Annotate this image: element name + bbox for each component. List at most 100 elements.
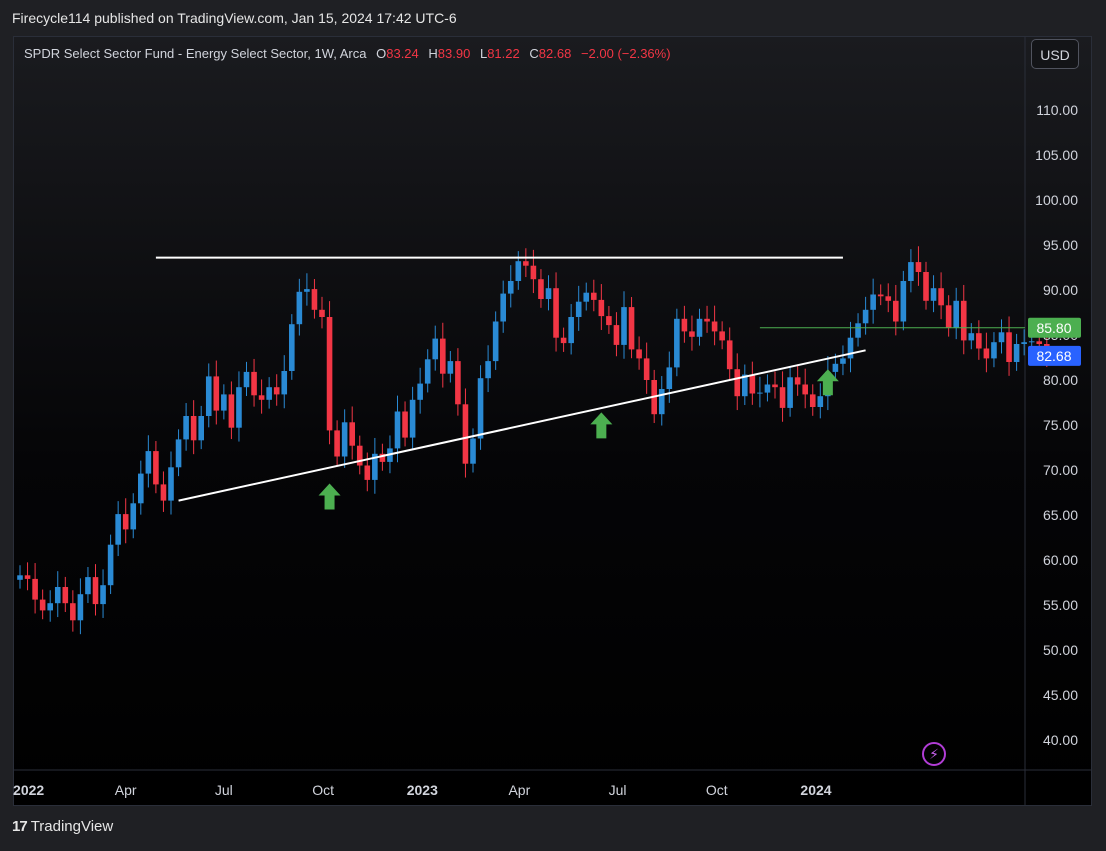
candle-body <box>711 321 718 332</box>
x-tick-label: Oct <box>706 782 728 798</box>
legend-change: −2.00 (−2.36%) <box>580 46 671 61</box>
candle-body <box>236 387 242 428</box>
candle-body <box>840 358 846 364</box>
y-tick-label: 45.00 <box>1043 687 1078 703</box>
candle-body <box>424 359 431 384</box>
x-tick-label: Apr <box>508 782 530 798</box>
y-tick-label: 65.00 <box>1043 507 1078 523</box>
y-tick-label: 90.00 <box>1043 282 1078 298</box>
support-trendline[interactable] <box>178 349 866 502</box>
candle-body <box>341 422 348 457</box>
candle-body <box>273 387 280 395</box>
candle-body <box>817 396 824 407</box>
x-tick-label: Jul <box>215 782 233 798</box>
x-tick-label: Oct <box>312 782 334 798</box>
candle-body <box>251 371 257 396</box>
currency-button[interactable]: USD <box>1031 39 1079 69</box>
legend-low-label: L <box>479 46 488 61</box>
candle-body <box>160 484 167 501</box>
candle-body <box>900 281 907 322</box>
candle-body <box>24 575 31 579</box>
candle-body <box>221 394 227 411</box>
candle-body <box>447 361 454 374</box>
y-tick-label: 110.00 <box>1036 102 1078 118</box>
symbol-legend: SPDR Select Sector Fund - Energy Select … <box>24 46 671 61</box>
candle-body <box>54 587 61 604</box>
candle-body <box>455 361 461 405</box>
candle-body <box>92 577 99 605</box>
candle-body <box>779 387 786 408</box>
candle-body <box>538 279 544 299</box>
candle-body <box>742 374 748 397</box>
candle-body <box>643 358 650 380</box>
candle-body <box>666 367 673 389</box>
candle-body <box>719 331 725 341</box>
candle-body <box>998 332 1005 343</box>
candle-body <box>1013 344 1020 362</box>
candle-body <box>258 395 265 400</box>
candle-body <box>613 325 620 345</box>
legend-close-value: 82.68 <box>538 46 572 61</box>
candle-body <box>553 288 559 338</box>
x-tick-label: 2024 <box>800 782 831 798</box>
candle-body <box>145 451 152 474</box>
lightning-icon[interactable]: ⚡ <box>922 742 946 766</box>
candle-body <box>364 465 371 480</box>
legend-close-label: C <box>529 46 539 61</box>
candle-body <box>100 585 106 605</box>
candle-body <box>809 394 816 407</box>
candle-body <box>243 371 250 388</box>
candle-body <box>560 337 567 344</box>
x-tick-label: Apr <box>115 782 137 798</box>
candle-body <box>70 603 76 621</box>
candle-body <box>628 307 635 350</box>
candle-body <box>636 349 642 359</box>
candle-body <box>190 416 197 441</box>
x-tick-label: 2023 <box>407 782 438 798</box>
candle-body <box>47 603 53 611</box>
candle-body <box>545 288 552 299</box>
candle-body <box>923 272 929 301</box>
candle-body <box>168 467 174 501</box>
candle-body <box>991 342 997 359</box>
candle-body <box>938 288 944 306</box>
candle-body <box>334 430 340 457</box>
candle-body <box>877 294 884 297</box>
candle-body <box>394 411 401 449</box>
candle-body <box>32 578 38 600</box>
candle-body <box>870 294 876 310</box>
up-arrow-icon <box>318 483 341 510</box>
candle-body <box>500 293 506 322</box>
candle-body <box>515 261 522 281</box>
y-tick-label: 40.00 <box>1043 732 1078 748</box>
candle-body <box>281 371 288 395</box>
candle-body <box>356 445 363 466</box>
y-tick-label: 60.00 <box>1043 552 1078 568</box>
candle-body <box>832 363 839 372</box>
candle-body <box>183 416 189 440</box>
candle-body <box>976 333 982 349</box>
candle-body <box>945 305 952 328</box>
candle-body <box>470 438 476 464</box>
candle-body <box>794 377 801 385</box>
y-tick-label: 80.00 <box>1043 372 1078 388</box>
candle-body <box>462 404 469 464</box>
y-tick-label: 75.00 <box>1043 417 1078 433</box>
candle-body <box>960 300 967 341</box>
candle-body <box>575 301 582 317</box>
level-price-label: 85.80 <box>1036 320 1071 336</box>
candle-body <box>983 348 990 359</box>
candle-body <box>266 387 272 400</box>
candle-body <box>107 544 114 586</box>
legend-open-label: O <box>376 46 387 61</box>
candle-body <box>530 265 537 280</box>
y-tick-label: 50.00 <box>1043 642 1078 658</box>
x-tick-label: Jul <box>609 782 627 798</box>
candle-body <box>1028 341 1035 343</box>
candle-body <box>402 411 408 438</box>
candle-body <box>681 318 688 332</box>
candle-body <box>855 323 861 338</box>
up-arrow-icon <box>816 369 839 396</box>
candle-body <box>598 299 605 317</box>
